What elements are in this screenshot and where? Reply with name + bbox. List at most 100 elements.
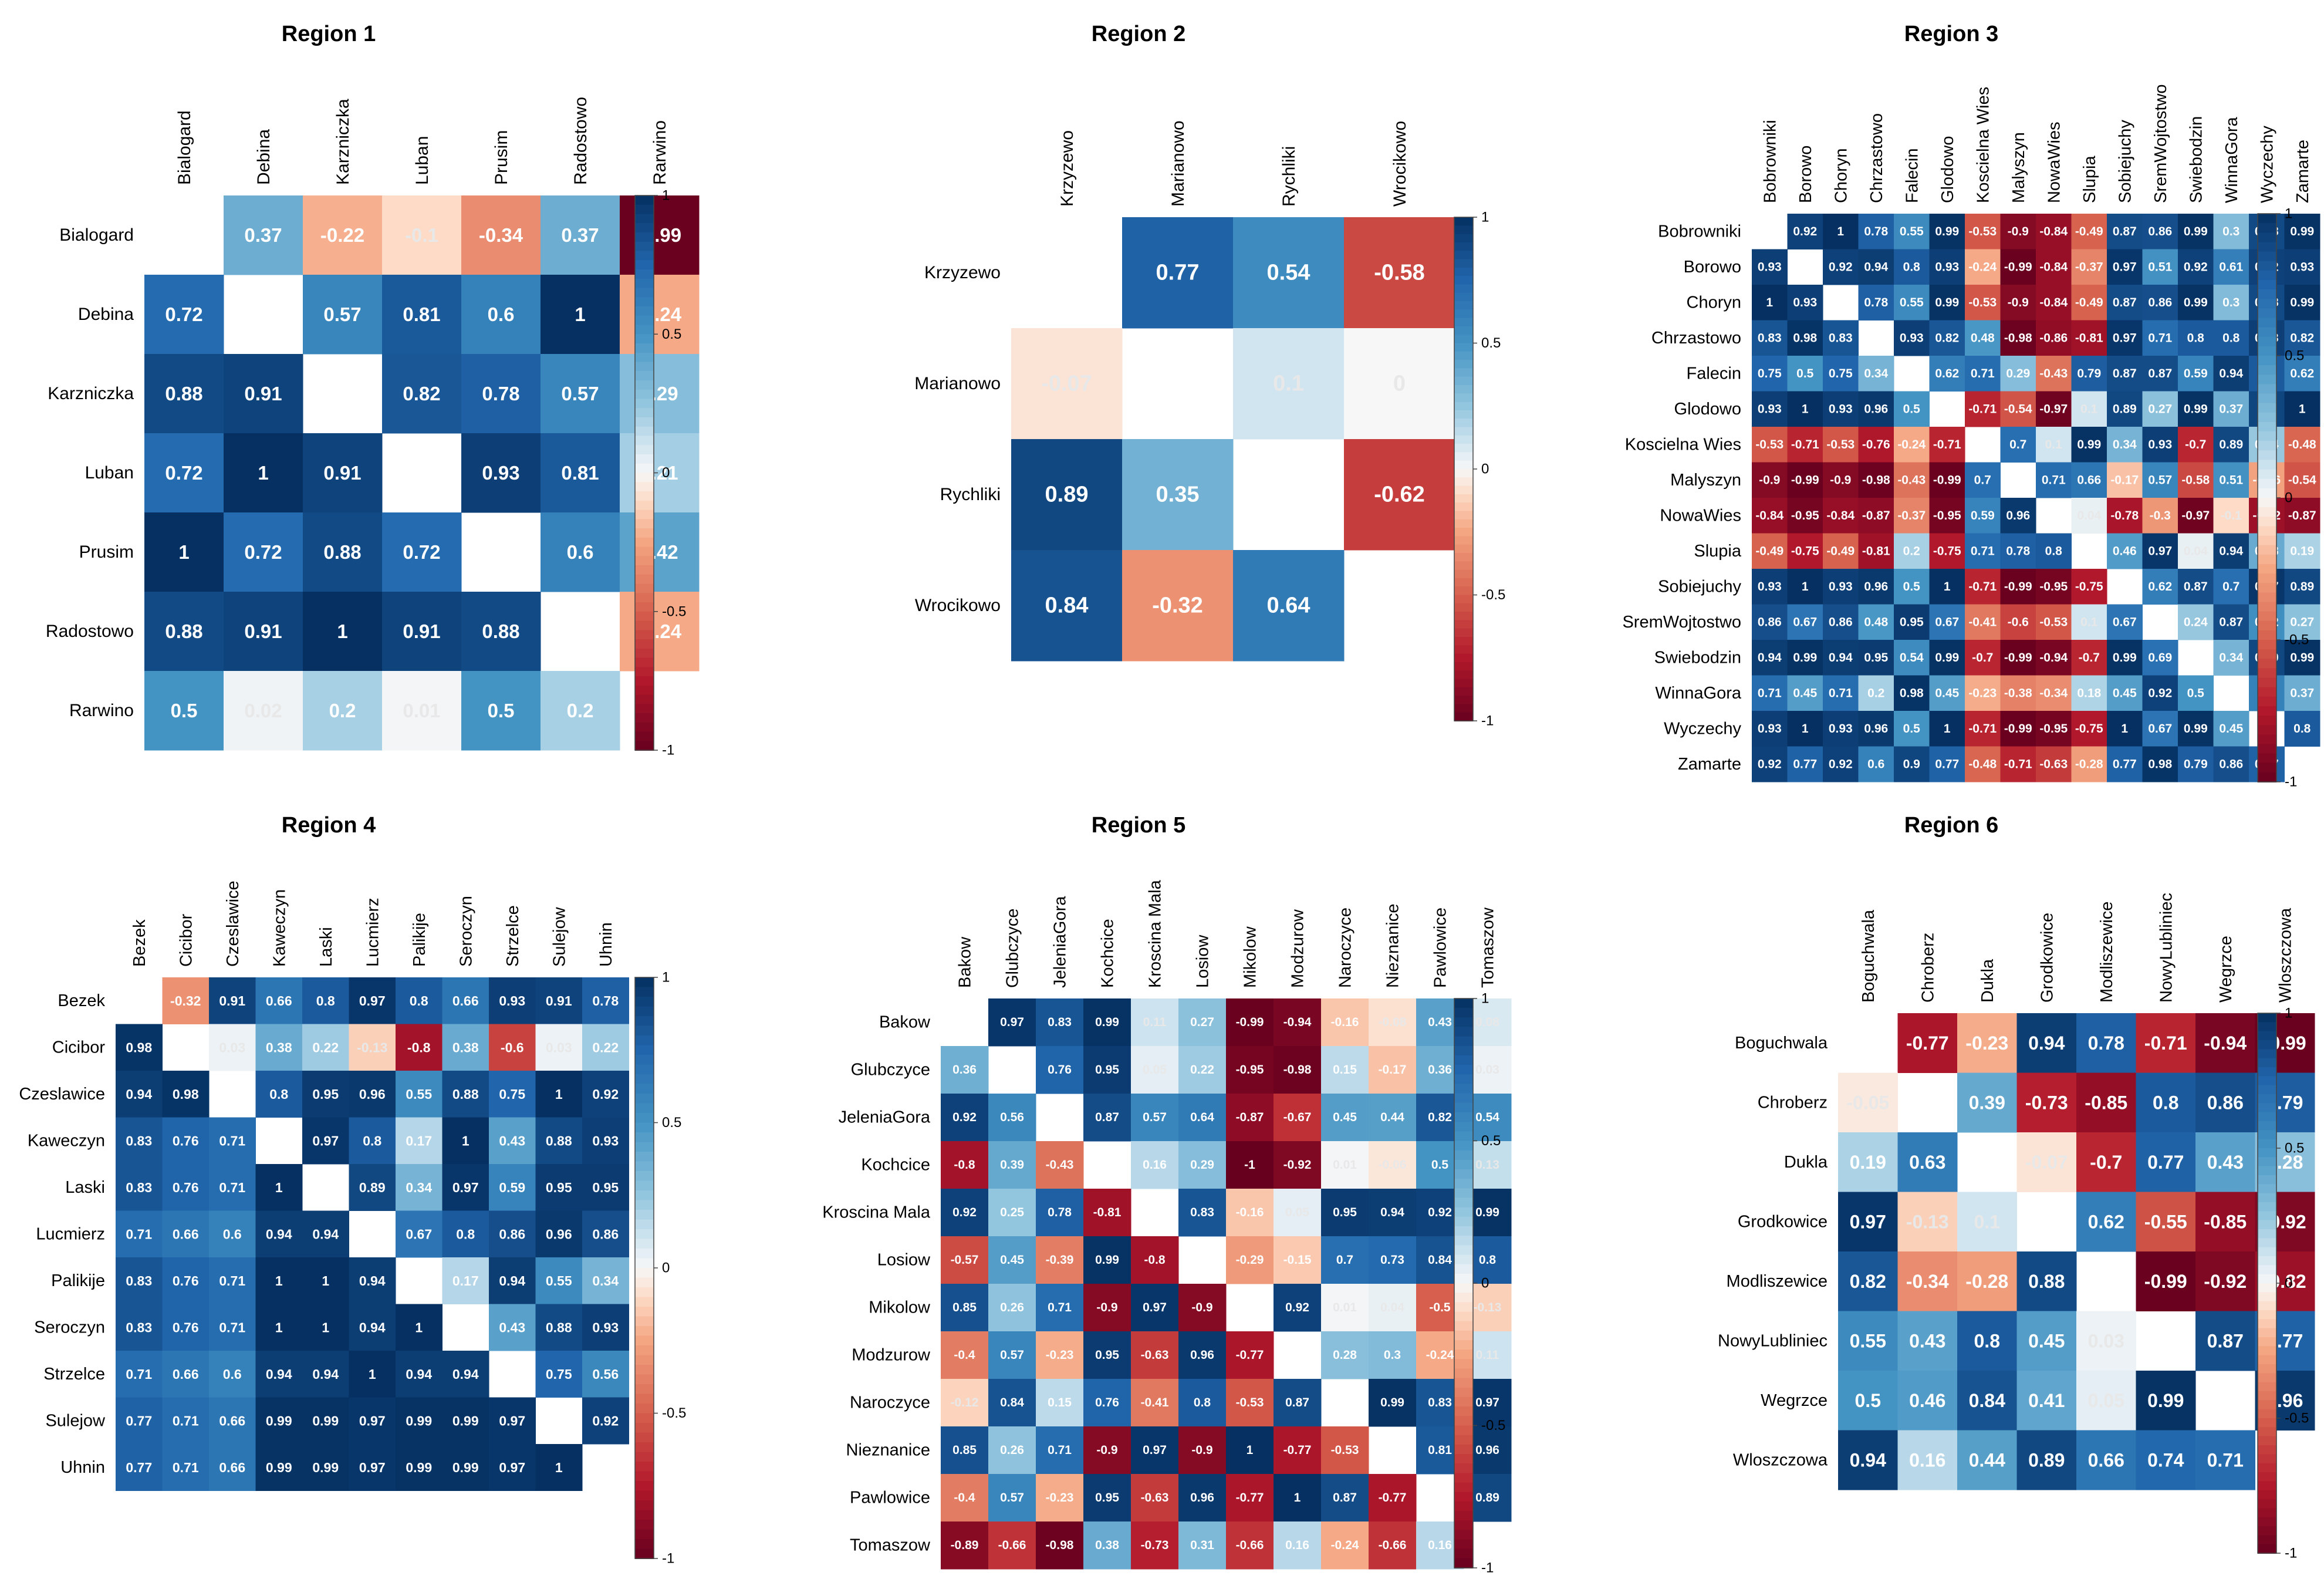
column-label: Grodkowice	[2038, 913, 2056, 1003]
colorbar-segment	[1454, 1074, 1473, 1085]
heatmap-cell	[396, 1071, 442, 1118]
heatmap-cell	[2142, 498, 2178, 534]
cell-value-label: 0.48	[1971, 331, 1995, 345]
heatmap-cell	[1894, 604, 1930, 640]
heatmap-cell	[255, 1071, 303, 1118]
heatmap-cell	[620, 512, 700, 592]
colorbar-segment	[2258, 1076, 2276, 1086]
cell-value-label: -0.84	[1826, 509, 1855, 522]
heatmap-cell	[941, 1141, 989, 1189]
heatmap-cell	[461, 671, 541, 751]
colorbar-segment	[635, 315, 654, 326]
heatmap-cell	[1897, 1132, 1958, 1192]
heatmap-cell	[1274, 1521, 1322, 1570]
heatmap-cell	[489, 1257, 536, 1304]
cell-value-label: 0.71	[219, 1320, 245, 1335]
cell-value-label: 1	[1944, 580, 1951, 593]
heatmap-cell	[1083, 1236, 1131, 1284]
cell-value-label: -0.77	[1283, 1443, 1312, 1457]
cell-value-label: 0.04	[2184, 544, 2208, 558]
cell-value-label: -0.32	[170, 993, 201, 1008]
colorbar-segment	[1454, 326, 1473, 336]
cell-value-label: 0.78	[2006, 544, 2030, 558]
cell-value-label: -0.34	[2039, 686, 2068, 700]
cell-value-label: -0.99	[1791, 473, 1819, 487]
cell-value-label: -0.28	[2075, 757, 2103, 771]
heatmap-cell	[2284, 533, 2320, 569]
cell-value-label: 0.77	[1793, 757, 1817, 771]
cell-value-label: 0.45	[2219, 722, 2243, 736]
row-label: Prusim	[79, 542, 134, 562]
colorbar-segment	[635, 1490, 654, 1501]
cell-value-label: 0.43	[1909, 1330, 1945, 1351]
cell-value-label: 0.87	[2148, 367, 2172, 380]
cell-value-label: 1	[258, 462, 268, 484]
heatmap-cell	[382, 671, 462, 751]
cell-value-label: -0.77	[1236, 1348, 1264, 1362]
heatmap-cell	[1274, 1094, 1322, 1142]
colorbar-segment	[2258, 725, 2276, 736]
heatmap-cell	[2000, 640, 2036, 676]
cell-value-label: 0.39	[1000, 1158, 1024, 1172]
heatmap-cell	[302, 977, 349, 1024]
colorbar-tick-label: 0	[662, 465, 670, 481]
heatmap-cell	[396, 1210, 442, 1258]
cell-value-label: 0.55	[1850, 1330, 1886, 1351]
heatmap-cell	[2213, 285, 2249, 321]
colorbar-segment	[2258, 706, 2276, 717]
heatmap-cell	[1036, 998, 1084, 1047]
cell-value-label: 0.57	[1000, 1491, 1024, 1504]
colorbar-segment	[2258, 1058, 2276, 1068]
colorbar-segment	[1454, 477, 1473, 487]
panel-title: Region 5	[1092, 813, 1185, 838]
heatmap-cell	[162, 1164, 210, 1211]
cell-value-label: 0.66	[452, 993, 479, 1008]
heatmap-cell	[2142, 746, 2178, 782]
colorbar-segment	[635, 1016, 654, 1027]
cell-value-label: 0.7	[1336, 1253, 1353, 1267]
colorbar-segment	[635, 565, 654, 575]
colorbar-segment	[1454, 645, 1473, 655]
colorbar-segment	[2258, 308, 2276, 319]
cell-value-label: 0.62	[2088, 1211, 2124, 1232]
colorbar-segment	[1454, 1501, 1473, 1512]
heatmap-cell	[1321, 998, 1369, 1047]
heatmap-cell	[1178, 1521, 1227, 1570]
cell-value-label: 0.89	[2113, 402, 2137, 416]
colorbar-segment	[635, 611, 654, 622]
heatmap-cell	[209, 1117, 256, 1165]
cell-value-label: 0.87	[1095, 1111, 1119, 1124]
colorbar-segment	[635, 1180, 654, 1191]
cell-value-label: 0.84	[1045, 593, 1089, 618]
cell-value-label: -0.75	[1791, 544, 1819, 558]
heatmap-cell	[489, 1117, 536, 1165]
heatmap-cell	[1178, 1426, 1227, 1475]
heatmap-cell	[2136, 1072, 2196, 1133]
heatmap-cell	[442, 1117, 489, 1165]
colorbar-segment	[2258, 289, 2276, 300]
colorbar-segment	[1454, 1406, 1473, 1417]
row-label: Strzelce	[43, 1365, 105, 1384]
cell-value-label: 0.94	[266, 1226, 292, 1241]
row-label: Malyszyn	[1670, 471, 1741, 490]
column-label: Kaweczyn	[270, 889, 289, 967]
cell-value-label: 0.93	[592, 1133, 619, 1148]
heatmap-cell	[302, 1117, 349, 1165]
heatmap-cell	[988, 1474, 1036, 1522]
colorbar-tick-label: 0.5	[2285, 348, 2304, 364]
heatmap-cell	[2071, 285, 2107, 321]
heatmap-cell	[1965, 640, 2001, 676]
heatmap-cell	[2284, 711, 2320, 747]
heatmap-cell	[2071, 746, 2107, 782]
cell-value-label: 0.03	[219, 1040, 245, 1055]
heatmap-cell	[941, 1189, 989, 1237]
cell-value-label: 0.83	[126, 1320, 152, 1335]
colorbar-tick-label: 0	[1481, 1276, 1489, 1291]
heatmap-cell	[2284, 356, 2320, 392]
cell-value-label: 0.75	[1829, 367, 1853, 380]
column-label: Bezek	[130, 919, 149, 967]
cell-value-label: 0.96	[1190, 1348, 1214, 1362]
colorbar-segment	[635, 1249, 654, 1259]
cell-value-label: 0.6	[1867, 757, 1884, 771]
colorbar-segment	[2258, 1499, 2276, 1509]
